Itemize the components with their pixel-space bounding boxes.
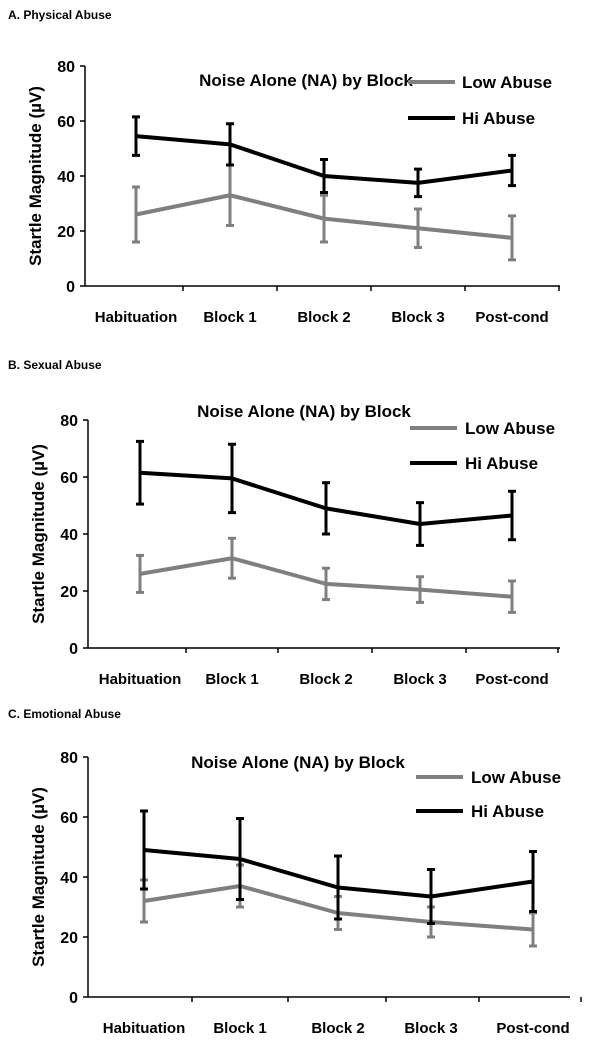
x-tick-label: Block 2 [311,1020,364,1037]
x-tick-label: Block 3 [393,671,446,688]
chart-title: Noise Alone (NA) by Block [197,402,411,421]
y-tick-label: 40 [60,527,78,544]
legend-label: Hi Abuse [471,802,544,821]
y-tick-label: 60 [60,470,78,487]
legend-label: Low Abuse [465,419,555,438]
data-point [322,217,326,221]
legend-label: Hi Abuse [462,109,535,128]
panel-label: B. Sexual Abuse [8,358,102,372]
data-point [238,857,242,861]
y-axis-label: Startle Magnitude (µV) [26,86,45,266]
x-tick-label: Habituation [103,1020,186,1037]
data-point [322,174,326,178]
y-tick-label: 0 [69,641,78,658]
chart-svg-emotional-abuse: 0 20 40 60 80 Habituation Block 1 Block 2 Block … [29,750,582,1037]
data-point [531,880,535,883]
y-tick-label: 60 [60,810,78,827]
data-point [324,582,328,586]
data-point [510,169,514,172]
data-point [336,886,340,889]
data-point [134,213,138,216]
y-axis-label: Startle Magnitude (µV) [29,444,48,624]
data-point [230,476,234,480]
legend-label: Low Abuse [462,73,552,92]
data-point [418,522,422,526]
data-point [510,513,514,517]
chart-title: Noise Alone (NA) by Block [191,753,405,772]
y-tick-label: 60 [57,114,75,131]
chart-svg-sexual-abuse: 0 20 40 60 80 Habituation Block 1 Block 2 Block … [29,402,560,688]
data-point [142,848,146,852]
y-tick-label: 20 [60,584,78,601]
y-tick-label: 80 [60,750,78,767]
x-tick-label: Post-cond [475,309,548,326]
data-point [429,895,433,898]
data-point [418,588,422,592]
y-axis-label: Startle Magnitude (µV) [29,787,48,967]
data-point [228,193,232,197]
data-point [142,899,146,903]
x-tick-label: Post-cond [475,671,548,688]
x-tick-label: Block 3 [391,309,444,326]
x-tick-label: Habituation [99,671,182,688]
y-tick-label: 20 [57,224,75,241]
x-tick-label: Block 2 [297,309,350,326]
x-tick-label: Habituation [95,309,178,326]
data-point [138,572,142,576]
data-point [416,181,420,185]
x-tick-label: Block 3 [404,1020,457,1037]
y-tick-label: 0 [69,990,78,1007]
x-tick-label: Post-cond [496,1020,569,1037]
chart-svg-physical-abuse: 0 20 40 60 80 Habituation Block 1 Block 2 Block … [26,59,560,326]
data-point [510,595,514,599]
y-tick-label: 0 [66,279,75,296]
x-tick-label: Block 2 [299,671,352,688]
data-point [138,471,142,475]
panel-label: A. Physical Abuse [8,8,112,22]
y-tick-label: 80 [60,413,78,430]
data-point [324,506,328,510]
x-tick-label: Block 1 [213,1020,266,1037]
data-point [510,236,514,240]
data-point [531,928,535,931]
y-tick-label: 20 [60,930,78,947]
x-tick-label: Block 1 [203,309,256,326]
data-point [230,556,234,560]
y-tick-label: 40 [57,169,75,186]
data-point [228,142,232,146]
y-tick-label: 40 [60,870,78,887]
legend-label: Low Abuse [471,768,561,787]
data-point [416,226,420,230]
chart-title: Noise Alone (NA) by Block [199,71,413,90]
x-tick-label: Block 1 [205,671,258,688]
legend-label: Hi Abuse [465,454,538,473]
panel-label: C. Emotional Abuse [8,707,121,721]
data-point [134,134,138,138]
y-tick-label: 80 [57,59,75,76]
